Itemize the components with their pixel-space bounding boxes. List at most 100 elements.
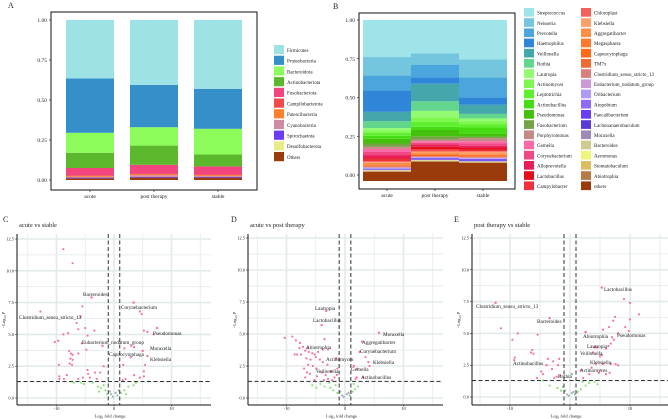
bar-segment-actinobacteriota: [194, 154, 242, 167]
data-point: [71, 262, 74, 265]
data-point: [304, 376, 307, 379]
legend-label: others: [594, 185, 606, 190]
labeled-point: [494, 301, 497, 305]
point-label: Clostridium_sensu_stricto_13: [476, 304, 539, 310]
x-tick-label: 0: [113, 406, 116, 411]
data-point: [339, 390, 342, 393]
bar-segment-campilobacterota: [130, 173, 178, 175]
data-point: [130, 344, 133, 347]
point-label: Pseudomonas: [153, 331, 182, 337]
data-point: [75, 321, 78, 325]
bar-segment-abiotrophia: [411, 161, 459, 162]
x-tick-label: stable: [212, 194, 225, 200]
bar-segment-alloprevotella: [363, 155, 411, 159]
data-point: [613, 315, 617, 318]
legend-label: Aeromonas: [594, 154, 617, 159]
labeled-point: [129, 356, 132, 359]
data-point: [70, 363, 74, 367]
data-point: [124, 393, 128, 396]
y-tick-label: 1.00: [37, 18, 47, 24]
data-point: [556, 364, 560, 367]
data-point: [335, 373, 338, 377]
legend-swatch: [524, 59, 534, 68]
bar-segment-campylobacter: [363, 159, 411, 162]
data-point: [102, 384, 105, 387]
legend-label: TM7x: [594, 63, 607, 68]
y-tick-label: 2.5: [463, 363, 469, 368]
data-point: [84, 326, 87, 330]
bar-segment-campilobacterota: [194, 174, 242, 176]
bar-segment-campylobacter: [411, 149, 459, 151]
data-point: [598, 355, 602, 358]
bar-segment-megasphaera: [363, 164, 411, 166]
labeled-point: [141, 349, 144, 353]
data-point: [342, 395, 345, 398]
data-point: [294, 339, 297, 342]
data-point: [96, 385, 99, 388]
x-tick-label: 0: [569, 406, 572, 411]
bar-segment-prevotella: [459, 77, 507, 98]
data-point: [553, 376, 556, 380]
data-point: [624, 325, 627, 329]
point-label: Moraxella: [150, 346, 172, 352]
legend-swatch: [581, 48, 591, 58]
legend-swatch: [274, 55, 284, 65]
y-tick-label: 10.0: [461, 267, 470, 272]
legend-label: Pseudomonas: [537, 114, 565, 119]
data-point: [541, 379, 545, 382]
data-point: [305, 357, 308, 360]
data-point: [511, 338, 514, 341]
data-point: [329, 386, 332, 389]
data-point: [114, 391, 117, 395]
data-point: [596, 383, 599, 386]
data-point: [291, 335, 294, 338]
y-tick-label: 0.25: [345, 134, 355, 140]
y-tick-label: 0.00: [37, 178, 47, 184]
data-point: [356, 367, 359, 370]
labeled-point: [352, 364, 355, 368]
data-point: [81, 305, 84, 308]
bar-segment-neisseria: [363, 57, 411, 76]
bar-segment-megasphaera: [459, 154, 507, 156]
legend-label: Chloroplast: [594, 12, 618, 17]
data-point: [513, 356, 516, 359]
data-point: [72, 381, 75, 384]
legend-swatch: [581, 59, 591, 68]
legend-swatch: [274, 77, 284, 87]
bar-segment-clostridium-sensu-stricto-13: [411, 156, 459, 158]
data-point: [313, 353, 316, 356]
legend-label: Streptococcus: [537, 12, 565, 17]
legend-swatch: [581, 38, 591, 48]
stacked-bar-chart-b: 0.00 0.25 0.50 0.75 1.00 acute post therapy sta…: [345, 8, 655, 199]
bar-segment-fusobacteriota: [66, 168, 114, 176]
panel-label-b: B: [333, 2, 338, 11]
data-point: [364, 355, 367, 359]
bar-segment-megasphaera: [411, 153, 459, 155]
data-point: [556, 386, 559, 390]
data-point: [87, 372, 90, 375]
labeled-point: [616, 332, 620, 335]
bar-segment-proteobacteria: [66, 78, 114, 133]
data-point: [345, 393, 348, 396]
data-point: [593, 346, 596, 349]
bar-segment-bacteroidota: [194, 128, 242, 155]
y-tick-label: 0.25: [37, 138, 47, 144]
legend-label: Proteobacteria: [287, 60, 317, 65]
legend-swatch: [581, 130, 591, 140]
legend-label: Cyanobacteria: [287, 124, 317, 129]
data-point: [104, 389, 107, 392]
data-point: [86, 368, 89, 372]
bar-segment-rothia: [363, 121, 411, 129]
y-tick-label: 0.50: [37, 98, 47, 104]
data-point: [111, 395, 114, 398]
legend-label: Alloprevotella: [537, 165, 567, 170]
legend-swatch: [581, 161, 591, 170]
bar-segment-lautropia: [411, 110, 459, 118]
point-label: Capnocytophaga: [109, 352, 145, 358]
bar-segment-alloprevotella: [459, 145, 507, 148]
bar-segment-others: [194, 177, 242, 180]
panel-label-e: E: [454, 215, 459, 224]
data-point: [62, 333, 65, 336]
data-point: [326, 377, 330, 380]
data-point: [140, 312, 143, 316]
